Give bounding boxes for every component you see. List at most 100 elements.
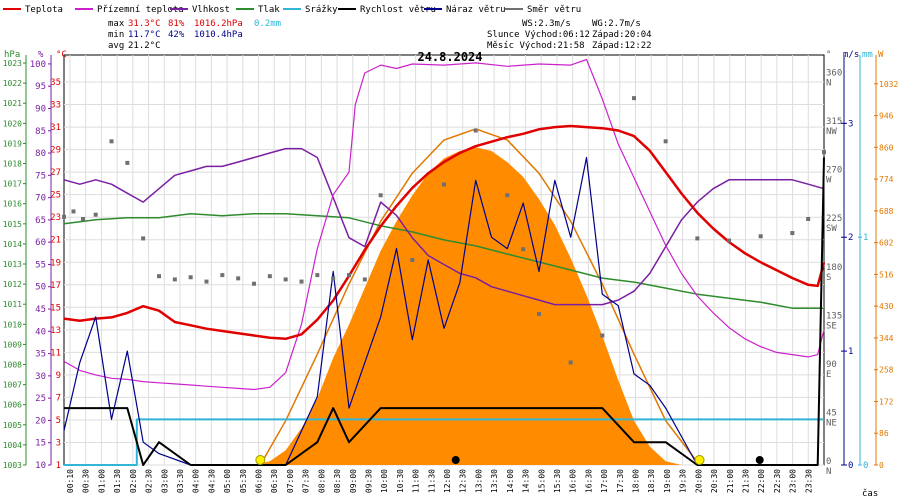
x-tick-label: 06:00 xyxy=(255,469,264,493)
legend-item-naraz-vetru: Náraz větru xyxy=(424,5,506,15)
direction-tick-dir: W xyxy=(826,176,832,186)
axis-unit-hpa: hPa xyxy=(4,50,20,60)
wind-direction-point xyxy=(632,96,636,101)
humidity-tick-label: 70 xyxy=(35,194,46,204)
radiation-tick-label: 1032 xyxy=(879,80,898,89)
legend-item-vlhkost: Vlhkost xyxy=(170,5,230,15)
stat-max-humidity: 81% xyxy=(168,19,185,29)
radiation-tick-label: 688 xyxy=(879,207,894,216)
x-tick-label: 03:30 xyxy=(176,469,185,493)
radiation-tick-label: 0 xyxy=(879,461,884,470)
wind-direction-point xyxy=(362,277,367,282)
humidity-tick-label: 80 xyxy=(35,149,46,159)
x-tick-label: 07:30 xyxy=(302,469,311,493)
wind-direction-point xyxy=(568,360,573,365)
x-tick-label: 16:30 xyxy=(584,469,593,493)
temp-tick-label: 27 xyxy=(50,168,61,178)
wind-direction-point xyxy=(442,182,446,187)
x-tick-label: 09:30 xyxy=(364,469,373,493)
radiation-tick-label: 172 xyxy=(879,397,894,406)
humidity-tick-label: 45 xyxy=(35,305,46,315)
direction-tick-label: 225 xyxy=(826,214,842,224)
stat-max-label: max xyxy=(108,19,125,29)
temp-tick-label: 35 xyxy=(50,78,61,88)
stats-block: max 31.3°C 81% 1016.2hPa 0.2mm min 11.7°… xyxy=(108,19,281,51)
radiation-tick-label: 258 xyxy=(879,366,894,375)
wind-direction-point xyxy=(822,150,826,155)
humidity-tick-label: 20 xyxy=(35,416,46,426)
direction-tick-label: 270 xyxy=(826,166,842,176)
humidity-tick-label: 50 xyxy=(35,283,46,293)
ms-tick-label: 0 xyxy=(848,461,853,471)
x-tick-label: 20:30 xyxy=(710,469,719,493)
stat-max-rain: 0.2mm xyxy=(254,19,281,29)
x-tick-label: 23:00 xyxy=(789,469,798,493)
direction-tick-label: 45 xyxy=(826,408,837,418)
radiation-tick-label: 516 xyxy=(879,270,894,279)
ms-tick-label: 1 xyxy=(848,347,853,357)
pressure-tick-label: 1020 xyxy=(3,119,22,128)
legend-item-teplota: Teplota xyxy=(3,5,63,15)
legend-item-rychlost-vetru: Rychlost větru xyxy=(338,5,436,15)
stat-min-pressure: 1010.4hPa xyxy=(194,30,243,40)
x-tick-label: 00:30 xyxy=(82,469,91,493)
legend-label-rychlost-vetru: Rychlost větru xyxy=(360,5,436,15)
pressure-tick-label: 1008 xyxy=(3,361,22,370)
wind-direction-point xyxy=(347,273,351,278)
temp-tick-label: 1 xyxy=(56,461,61,471)
pressure-tick-label: 1016 xyxy=(3,200,22,209)
legend-label-smer-vetru: Směr větru xyxy=(527,5,581,15)
x-tick-label: 23:30 xyxy=(804,469,813,493)
radiation-area xyxy=(254,147,682,466)
wind-speed-line xyxy=(64,157,825,466)
radiation-tick-label: 344 xyxy=(879,334,894,343)
x-tick-label: 10:00 xyxy=(380,469,389,493)
wind-gust-line xyxy=(63,156,825,466)
humidity-tick-label: 100 xyxy=(30,60,46,70)
wind-direction-point xyxy=(505,193,510,198)
wind-direction-point xyxy=(220,273,225,278)
pressure-tick-label: 1007 xyxy=(3,381,22,390)
moonset-icon xyxy=(451,456,460,464)
axis-unit-humidity: % xyxy=(38,50,44,60)
stat-avg-label: avg xyxy=(108,41,124,51)
pressure-tick-label: 1022 xyxy=(3,79,22,88)
stat-max-pressure: 1016.2hPa xyxy=(194,19,243,29)
temp-tick-label: 23 xyxy=(50,213,61,223)
x-tick-label: 05:30 xyxy=(239,469,248,493)
info-sun: Slunce Východ:06:12 xyxy=(487,30,590,40)
radiation-tick-label: 774 xyxy=(879,175,894,184)
humidity-tick-label: 35 xyxy=(35,350,46,360)
direction-tick-label: 360 xyxy=(826,69,842,79)
wind-direction-point xyxy=(727,238,731,243)
wind-direction-point xyxy=(81,217,85,221)
wind-direction-layer xyxy=(62,96,826,365)
mm-tick-label: 1 xyxy=(863,233,868,243)
axis-unit-w: W xyxy=(878,50,884,60)
humidity-tick-label: 85 xyxy=(35,127,46,137)
direction-tick-dir: SW xyxy=(826,224,837,234)
x-tick-label: 13:00 xyxy=(474,469,483,493)
legend-item-smer-vetru: Směr větru xyxy=(505,5,581,15)
info-moon: Měsíc Východ:21:58 xyxy=(487,41,585,51)
x-tick-label: 22:30 xyxy=(773,469,782,493)
x-tick-label: 18:00 xyxy=(632,469,641,493)
direction-tick-label: 180 xyxy=(826,263,842,273)
wind-direction-point xyxy=(663,139,668,144)
humidity-tick-label: 15 xyxy=(35,439,46,449)
pressure-tick-label: 1019 xyxy=(3,139,22,148)
sunrise-icon xyxy=(255,455,266,465)
wind-direction-point xyxy=(109,139,114,144)
direction-tick-label: 0 xyxy=(826,457,831,467)
radiation-tick-label: 946 xyxy=(879,112,894,121)
legend-item-srazky: Srážky xyxy=(283,5,338,15)
stat-max-temp: 31.3°C xyxy=(128,19,161,29)
temp-tick-label: 13 xyxy=(50,326,61,336)
x-tick-label: 12:30 xyxy=(459,469,468,493)
x-tick-label: 17:30 xyxy=(616,469,625,493)
x-tick-label: 19:00 xyxy=(663,469,672,493)
direction-tick-label: 90 xyxy=(826,360,837,370)
radiation-tick-label: 860 xyxy=(879,143,894,152)
direction-tick-dir: NE xyxy=(826,418,837,428)
x-tick-label: 05:00 xyxy=(223,469,232,493)
